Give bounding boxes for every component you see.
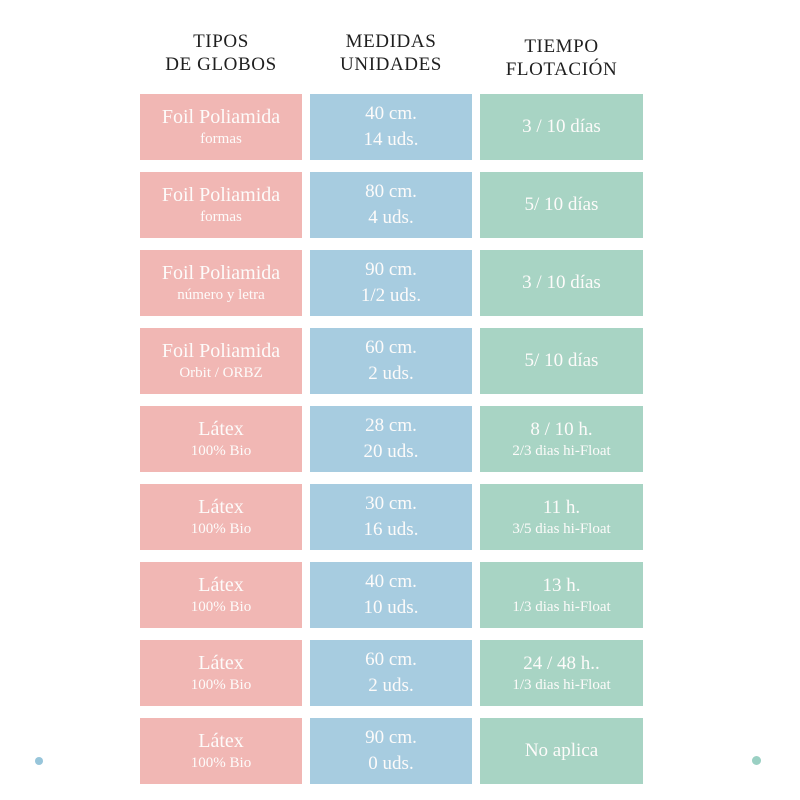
float-time-cell-line1: No aplica <box>524 740 599 761</box>
measure-units-cell: 30 cm. 16 uds. <box>310 484 472 550</box>
measure-units-cell: 90 cm. 0 uds. <box>310 718 472 784</box>
balloon-type-cell-line1: Látex <box>198 574 244 596</box>
balloon-type-cell-line2: formas <box>200 131 242 147</box>
header-tiempo-flotacion: TIEMPO FLOTACIÓN <box>480 30 643 81</box>
header-medidas-unidades: MEDIDAS UNIDADES <box>310 30 472 81</box>
header-tipos-line1: TIPOS <box>193 31 249 52</box>
balloon-type-cell-line1: Látex <box>198 730 244 752</box>
float-time-cell-line1: 3 / 10 días <box>522 116 601 137</box>
header-tipos-de-globos: TIPOS DE GLOBOS <box>140 30 302 81</box>
header-medidas-line1: MEDIDAS <box>345 31 437 52</box>
balloon-type-cell-line2: formas <box>200 209 242 225</box>
decorative-green-dot <box>752 756 761 765</box>
float-time-cell-line1: 5/ 10 días <box>524 350 599 371</box>
balloon-type-cell: Foil Poliamida formas <box>140 172 302 238</box>
measure-units-cell-line1: 90 cm. <box>365 259 417 280</box>
balloon-type-cell: Látex 100% Bio <box>140 562 302 628</box>
measure-units-cell: 80 cm. 4 uds. <box>310 172 472 238</box>
float-time-cell-line2: 1/3 dias hi-Float <box>512 598 611 615</box>
balloon-type-cell: Látex 100% Bio <box>140 718 302 784</box>
measure-units-cell-line2: 14 uds. <box>363 129 419 150</box>
balloon-type-cell: Látex 100% Bio <box>140 406 302 472</box>
float-time-cell: 5/ 10 días <box>480 328 643 394</box>
balloon-type-cell: Látex 100% Bio <box>140 484 302 550</box>
balloon-type-cell-line1: Foil Poliamida <box>161 184 281 206</box>
measure-units-cell-line2: 1/2 uds. <box>360 285 422 306</box>
balloon-type-cell: Foil Poliamida formas <box>140 94 302 160</box>
balloon-type-cell: Foil Poliamida número y letra <box>140 250 302 316</box>
float-time-cell-line1: 5/ 10 días <box>524 194 599 215</box>
measure-units-cell-line2: 4 uds. <box>368 207 414 228</box>
float-time-cell: 3 / 10 días <box>480 250 643 316</box>
balloon-type-cell-line1: Foil Poliamida <box>161 262 281 284</box>
balloon-type-cell-line1: Foil Poliamida <box>161 106 281 128</box>
float-time-cell-line2: 1/3 dias hi-Float <box>512 676 611 693</box>
float-time-cell: 24 / 48 h.. 1/3 dias hi-Float <box>480 640 643 706</box>
float-time-cell-line1: 24 / 48 h.. <box>523 652 600 674</box>
float-time-cell: 11 h. 3/5 dias hi-Float <box>480 484 643 550</box>
float-time-cell-line1: 3 / 10 días <box>522 272 601 293</box>
float-time-cell-line2: 3/5 dias hi-Float <box>512 520 611 537</box>
measure-units-cell-line1: 60 cm. <box>365 337 417 358</box>
measure-units-cell-line1: 80 cm. <box>365 181 417 202</box>
measure-units-cell-line2: 20 uds. <box>363 441 419 462</box>
measure-units-cell-line2: 2 uds. <box>368 363 414 384</box>
balloon-type-cell-line2: 100% Bio <box>190 677 252 693</box>
balloon-type-cell-line1: Látex <box>198 652 244 674</box>
measure-units-cell-line1: 28 cm. <box>365 415 417 436</box>
balloon-type-cell-line1: Látex <box>198 496 244 518</box>
measure-units-cell-line2: 16 uds. <box>363 519 419 540</box>
measure-units-cell: 40 cm. 14 uds. <box>310 94 472 160</box>
balloon-type-cell: Látex 100% Bio <box>140 640 302 706</box>
float-time-cell-line1: 8 / 10 h. <box>530 418 593 440</box>
measure-units-cell: 90 cm. 1/2 uds. <box>310 250 472 316</box>
header-tiempo-line2: FLOTACIÓN <box>505 59 618 80</box>
balloon-type-cell-line2: Orbit / ORBZ <box>179 365 263 381</box>
float-time-cell-line1: 11 h. <box>542 496 581 518</box>
float-time-cell-line2: 2/3 dias hi-Float <box>512 442 611 459</box>
balloon-type-cell-line2: 100% Bio <box>190 443 252 459</box>
measure-units-cell-line1: 90 cm. <box>365 727 417 748</box>
measure-units-cell-line2: 2 uds. <box>368 675 414 696</box>
table-header-row: TIPOS DE GLOBOS MEDIDAS UNIDADES TIEMPO … <box>140 30 643 81</box>
measure-units-cell: 40 cm. 10 uds. <box>310 562 472 628</box>
balloon-type-cell-line2: 100% Bio <box>190 599 252 615</box>
measure-units-cell-line1: 60 cm. <box>365 649 417 670</box>
balloon-table-body: Foil Poliamida formas 40 cm. 14 uds. 3 / 10 … <box>140 94 643 784</box>
float-time-cell: 5/ 10 días <box>480 172 643 238</box>
measure-units-cell-line1: 40 cm. <box>365 571 417 592</box>
measure-units-cell-line2: 0 uds. <box>368 753 414 774</box>
float-time-cell: 3 / 10 días <box>480 94 643 160</box>
float-time-cell: 13 h. 1/3 dias hi-Float <box>480 562 643 628</box>
balloon-type-cell-line2: 100% Bio <box>190 521 252 537</box>
header-medidas-line2: UNIDADES <box>340 54 442 75</box>
measure-units-cell: 28 cm. 20 uds. <box>310 406 472 472</box>
balloon-type-cell-line2: número y letra <box>177 287 265 303</box>
balloon-type-cell-line1: Látex <box>198 418 244 440</box>
measure-units-cell: 60 cm. 2 uds. <box>310 328 472 394</box>
header-tipos-line2: DE GLOBOS <box>165 54 277 75</box>
balloon-type-cell: Foil Poliamida Orbit / ORBZ <box>140 328 302 394</box>
header-tiempo-line1: TIEMPO <box>524 36 599 57</box>
decorative-blue-dot <box>35 757 43 765</box>
measure-units-cell-line1: 30 cm. <box>365 493 417 514</box>
float-time-cell-line1: 13 h. <box>542 574 581 596</box>
measure-units-cell-line1: 40 cm. <box>365 103 417 124</box>
balloon-type-cell-line2: 100% Bio <box>190 755 252 771</box>
float-time-cell: 8 / 10 h. 2/3 dias hi-Float <box>480 406 643 472</box>
measure-units-cell-line2: 10 uds. <box>363 597 419 618</box>
measure-units-cell: 60 cm. 2 uds. <box>310 640 472 706</box>
float-time-cell: No aplica <box>480 718 643 784</box>
balloon-type-cell-line1: Foil Poliamida <box>161 340 281 362</box>
